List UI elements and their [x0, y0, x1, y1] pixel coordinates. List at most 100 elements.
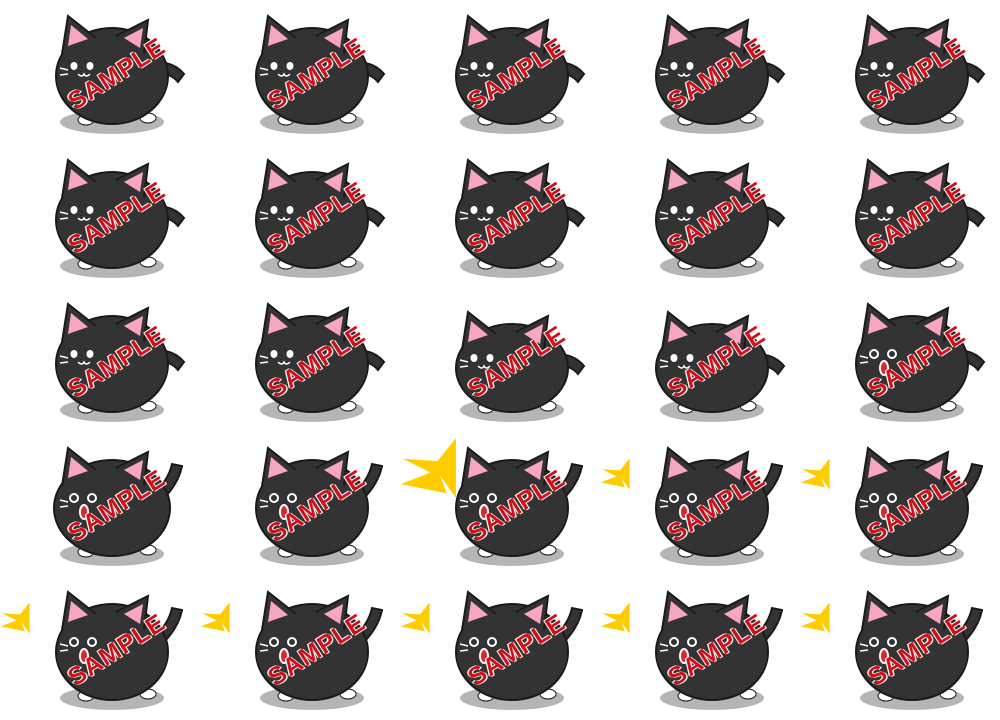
cat-sprite — [855, 158, 986, 278]
eye-right — [486, 206, 494, 214]
cat-sprite — [800, 446, 984, 566]
sprite-frame: SAMPLE — [0, 432, 200, 576]
ear-right-inner — [324, 604, 343, 624]
ear-right-inner — [724, 172, 743, 192]
ear-right-inner — [924, 316, 943, 336]
whiskers — [659, 211, 669, 220]
cat-sprite — [0, 590, 184, 710]
eye-left — [469, 493, 479, 503]
eye-right — [687, 637, 697, 647]
mouth — [877, 72, 891, 77]
eye-left — [870, 62, 878, 70]
ear-left-inner — [868, 313, 888, 334]
whiskers — [859, 499, 869, 508]
sprite-frame: SAMPLE — [800, 0, 1000, 144]
shout-burst-icon — [600, 602, 630, 634]
ear-left-inner — [668, 25, 688, 46]
ear-right-inner — [524, 604, 543, 624]
ear-right-inner — [724, 604, 743, 624]
ear-right-inner — [324, 172, 343, 192]
mouth-open — [479, 648, 489, 664]
mouth — [477, 364, 491, 369]
cat-body — [455, 27, 569, 125]
ear-left-inner — [268, 169, 288, 190]
ear-right-inner — [924, 460, 943, 480]
eye-right — [86, 206, 94, 214]
eye-right — [686, 206, 694, 214]
sprite-frame: SAMPLE — [600, 288, 800, 432]
mouth — [677, 364, 691, 369]
mouth-open — [79, 504, 89, 520]
ear-left-inner — [868, 601, 888, 622]
eye-left — [470, 354, 478, 362]
eye-left — [69, 493, 79, 503]
eye-right — [286, 350, 294, 358]
sprite-frame: SAMPLE — [800, 576, 1000, 720]
cat-sprite — [600, 590, 784, 710]
cat-sprite — [400, 438, 584, 566]
cat-body — [255, 459, 369, 557]
eye-right — [87, 493, 97, 503]
ear-left-inner — [868, 457, 888, 478]
eye-left — [670, 62, 678, 70]
eye-right — [487, 637, 497, 647]
cat-body — [55, 171, 169, 269]
ear-right-inner — [924, 604, 943, 624]
cat-sprite — [455, 14, 586, 134]
sprite-frame: SAMPLE — [800, 144, 1000, 288]
eye-right — [886, 206, 894, 214]
mouth-open — [79, 648, 89, 664]
ear-left-inner — [868, 169, 888, 190]
eye-right — [287, 493, 297, 503]
eye-right — [887, 637, 897, 647]
cat-body — [55, 27, 169, 125]
cat-sprite — [655, 310, 786, 422]
shout-burst-icon — [800, 458, 830, 490]
ear-right-inner — [524, 324, 543, 344]
ear-right-inner — [124, 604, 143, 624]
eye-right — [287, 637, 297, 647]
mouth — [277, 360, 291, 365]
eye-right — [686, 354, 694, 362]
cat-body — [855, 459, 969, 557]
cat-sprite — [800, 590, 984, 710]
sprite-frame: SAMPLE — [800, 288, 1000, 432]
whiskers — [859, 355, 869, 364]
cat-body — [855, 171, 969, 269]
ear-left-inner — [68, 25, 88, 46]
cat-sprite — [55, 302, 186, 422]
ear-left-inner — [868, 25, 888, 46]
whiskers — [459, 211, 469, 220]
ear-left-inner — [668, 169, 688, 190]
mouth — [477, 72, 491, 77]
eye-right — [486, 354, 494, 362]
ear-left-inner — [468, 457, 488, 478]
whiskers — [259, 643, 269, 652]
ear-right-inner — [724, 324, 743, 344]
ear-left-inner — [668, 601, 688, 622]
sprite-frame: SAMPLE — [0, 576, 200, 720]
cat-sprite — [855, 302, 986, 422]
eye-right — [886, 62, 894, 70]
shout-burst-icon — [400, 602, 430, 634]
sprite-frame: SAMPLE — [400, 432, 600, 576]
cat-body — [255, 27, 369, 125]
cat-body — [655, 603, 769, 701]
ear-left-inner — [68, 313, 88, 334]
cat-sprite — [455, 158, 586, 278]
cat-sprite — [855, 14, 986, 134]
mouth-open — [279, 504, 289, 520]
cat-sprite — [400, 590, 584, 710]
ear-left-inner — [268, 25, 288, 46]
cat-sprite — [255, 302, 386, 422]
ear-right-inner — [724, 460, 743, 480]
ear-right-inner — [924, 172, 943, 192]
eye-left — [670, 206, 678, 214]
shout-burst-icon — [800, 602, 830, 634]
mouth — [77, 216, 91, 221]
whiskers — [459, 67, 469, 76]
eye-left — [870, 206, 878, 214]
eye-left — [69, 637, 79, 647]
mouth-open — [679, 504, 689, 520]
